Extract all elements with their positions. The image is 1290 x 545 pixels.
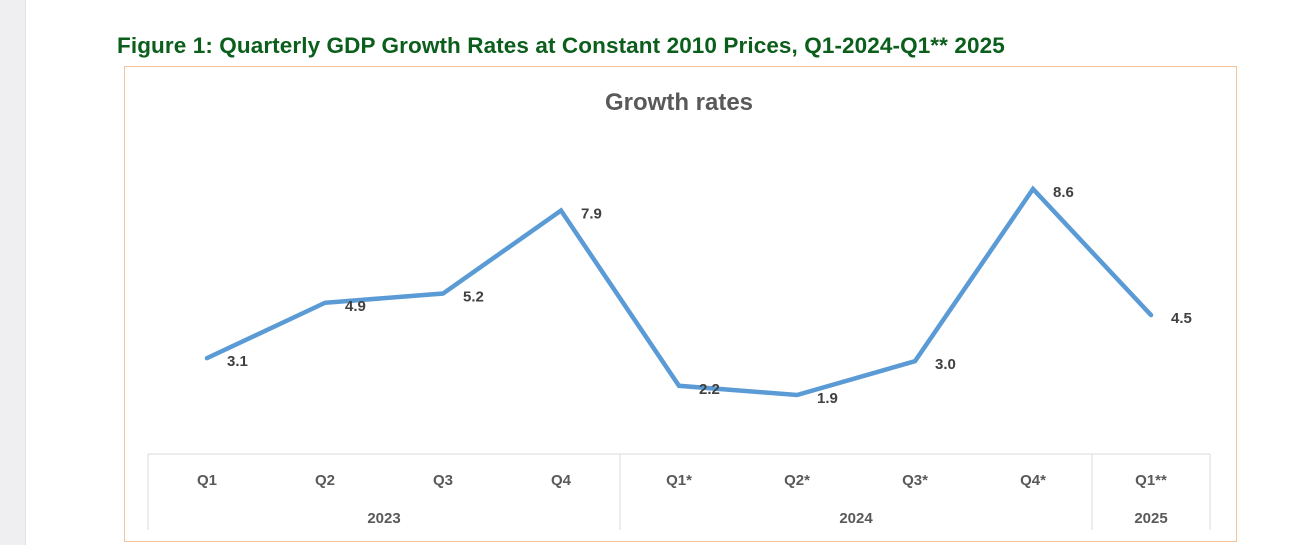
x-tick-label: Q3* <box>902 472 928 489</box>
x-tick-label: Q2* <box>784 472 810 489</box>
x-tick-label: Q3 <box>433 472 453 489</box>
x-tick-label: Q4* <box>1020 472 1046 489</box>
x-tick-label: Q1 <box>197 472 217 489</box>
data-label: 3.1 <box>227 353 248 370</box>
x-group-label: 2023 <box>367 510 400 527</box>
x-group-label: 2025 <box>1134 510 1167 527</box>
data-label: 8.6 <box>1053 184 1074 201</box>
data-label: 1.9 <box>817 390 838 407</box>
x-tick-label: Q2 <box>315 472 335 489</box>
left-margin <box>0 0 26 545</box>
data-label: 3.0 <box>935 356 956 373</box>
chart-frame <box>124 66 1237 542</box>
chart-title: Growth rates <box>605 89 753 116</box>
x-group-label: 2024 <box>839 510 873 527</box>
x-tick-label: Q1* <box>666 472 692 489</box>
figure-title: Figure 1: Quarterly GDP Growth Rates at … <box>117 33 1005 58</box>
data-label: 4.9 <box>345 298 366 315</box>
data-label: 4.5 <box>1171 310 1192 327</box>
data-label: 2.2 <box>699 381 720 398</box>
x-tick-label: Q4 <box>551 472 572 489</box>
series-line <box>204 185 1154 398</box>
data-label: 7.9 <box>581 206 602 223</box>
data-label: 5.2 <box>463 289 484 306</box>
x-tick-label: Q1** <box>1135 472 1167 489</box>
